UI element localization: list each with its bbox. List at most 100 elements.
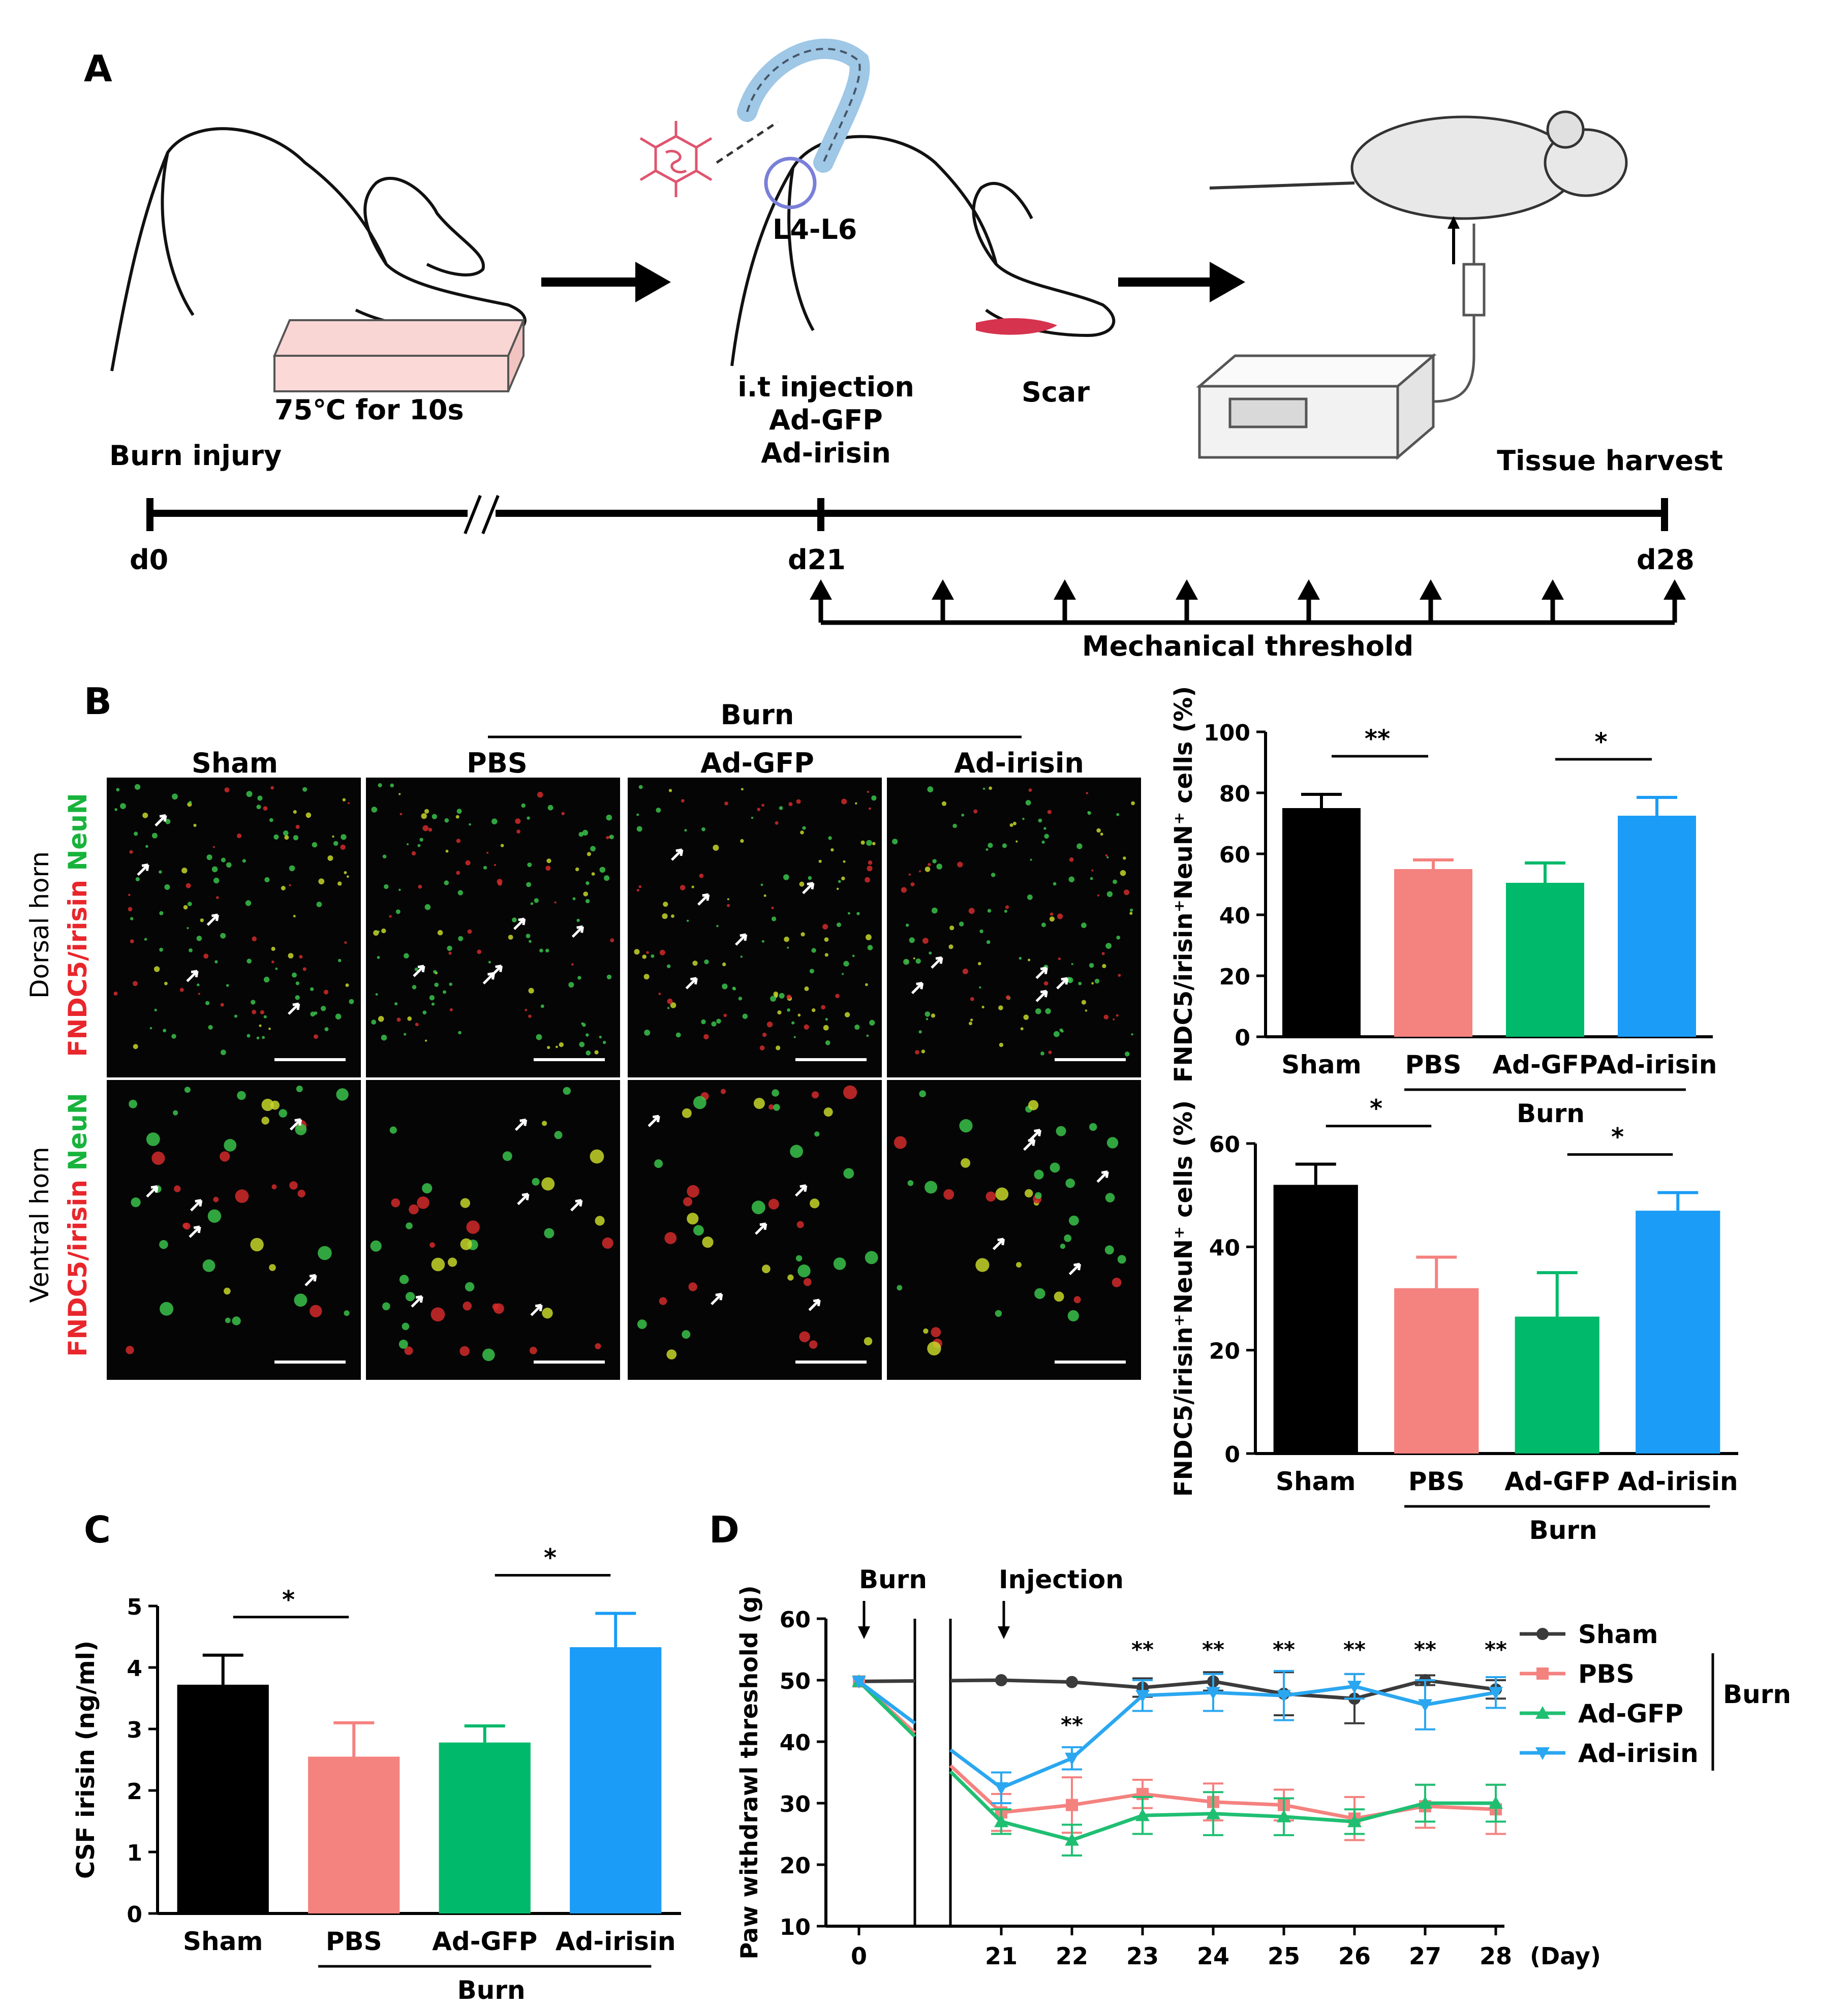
x-tick-label: 23 xyxy=(1126,1942,1159,1970)
micrograph-cell xyxy=(458,936,464,941)
micrograph-cell xyxy=(414,967,418,971)
micrograph-cell xyxy=(742,1013,748,1020)
micrograph-cell xyxy=(242,859,246,863)
micrograph-cell xyxy=(407,843,409,846)
micrograph-arrow xyxy=(1035,990,1048,1002)
micrograph-cell xyxy=(547,805,553,811)
micrograph-arrow xyxy=(189,1225,201,1238)
micrograph-cell xyxy=(131,1197,141,1208)
micrograph-cell xyxy=(344,1310,350,1316)
x-tick-label: Ad-GFP xyxy=(1504,1467,1610,1496)
micrograph-arrow xyxy=(911,981,924,995)
micrograph-cell xyxy=(542,1121,547,1126)
data-point-adgfp xyxy=(1206,1806,1220,1819)
micrograph-cell xyxy=(165,819,171,824)
row-label-dorsal: Dorsal horn xyxy=(25,851,54,999)
micrograph-cell xyxy=(957,861,963,868)
micrograph-cell xyxy=(382,854,387,859)
micrograph-cell xyxy=(398,793,401,795)
micrograph-cell xyxy=(554,901,557,904)
micrograph-cell xyxy=(809,969,814,974)
micrograph-cell xyxy=(800,932,805,937)
panel-letter-a: A xyxy=(84,47,112,90)
micrograph-cell xyxy=(391,1198,401,1208)
micrograph-cell xyxy=(732,986,736,990)
micrograph-cell xyxy=(961,813,965,817)
micrograph-cell xyxy=(727,898,729,901)
micrograph-cell xyxy=(337,959,342,963)
micrograph-cell xyxy=(528,987,534,994)
micrograph-cell xyxy=(216,896,219,899)
micrograph-cell xyxy=(172,793,178,800)
micrograph-cell xyxy=(477,949,482,954)
micrograph-cell xyxy=(1106,1137,1119,1149)
micrograph-cell xyxy=(582,829,589,836)
micrograph-cell xyxy=(1064,1234,1072,1242)
micrograph-cell xyxy=(818,859,822,863)
micrograph-cell xyxy=(585,899,590,904)
micrograph-cell xyxy=(610,938,614,942)
y-tick-label: 50 xyxy=(780,1669,811,1694)
micrograph-cell xyxy=(922,938,929,944)
micrograph-cell xyxy=(225,1317,231,1323)
micrograph-cell xyxy=(189,948,193,952)
y-tick-label: 40 xyxy=(1219,903,1250,929)
micrograph-cell xyxy=(1025,800,1031,806)
micrograph-cell xyxy=(252,1009,257,1014)
y-tick-label: 60 xyxy=(780,1607,811,1633)
y-tick-label: 4 xyxy=(127,1656,142,1682)
y-tick-label: 100 xyxy=(1204,720,1250,746)
micrograph-cell xyxy=(318,1246,332,1260)
micrograph-cell xyxy=(432,814,437,819)
micrograph-arrow xyxy=(289,1118,302,1131)
micrograph-cell xyxy=(699,873,704,878)
micrograph-cell xyxy=(422,1183,433,1194)
micrograph-cell xyxy=(1096,828,1101,833)
micrograph-cell xyxy=(302,967,306,971)
micrograph-cell xyxy=(856,912,860,915)
micrograph-cell xyxy=(646,951,649,954)
micrograph-cell xyxy=(296,1086,303,1092)
micrograph-cell xyxy=(1097,894,1099,897)
micrograph-cell xyxy=(784,936,789,942)
micrograph-cell xyxy=(638,785,643,789)
micrograph-cell xyxy=(667,1007,670,1009)
y-tick-label: 20 xyxy=(780,1853,811,1879)
micrograph-cell xyxy=(927,1341,941,1355)
micrograph-cell xyxy=(1076,843,1083,849)
micrograph-arrow xyxy=(186,970,199,982)
micrograph-cell xyxy=(1041,840,1045,844)
micrograph-cell xyxy=(449,1008,453,1011)
micrograph-cell xyxy=(741,788,744,791)
micrograph-cell xyxy=(1053,882,1057,886)
micrograph-cell xyxy=(114,808,117,811)
micrograph-cell xyxy=(444,880,449,885)
micrograph-cell xyxy=(537,791,543,798)
micrograph-cell xyxy=(683,1197,693,1207)
micrograph-cell xyxy=(811,948,816,953)
micrograph-cell xyxy=(751,817,754,819)
micrograph-cell xyxy=(1105,854,1108,857)
micrograph-cell xyxy=(682,1108,692,1118)
micrograph-cell xyxy=(1101,952,1105,955)
micrograph-cell xyxy=(378,1016,384,1022)
micrograph-cell xyxy=(768,1198,779,1210)
micrograph-cell xyxy=(424,809,429,814)
y-tick-label: 5 xyxy=(127,1594,142,1620)
micrograph-cell xyxy=(775,821,779,825)
micrograph-cell xyxy=(753,1098,765,1109)
micrograph-arrow xyxy=(755,1222,767,1235)
micrograph-arrow xyxy=(711,1292,723,1306)
micrograph-image xyxy=(887,1080,1141,1380)
micrograph-cell xyxy=(865,1251,878,1264)
micrograph-cell xyxy=(182,1223,189,1229)
timeline xyxy=(146,495,1668,535)
micrograph-cell xyxy=(220,933,226,939)
micrograph-cell xyxy=(1034,1169,1044,1180)
micrograph-cell xyxy=(563,1087,571,1095)
micrograph-cell xyxy=(1040,1052,1044,1056)
micrograph-cell xyxy=(929,951,932,955)
micrograph-cell xyxy=(668,789,672,792)
micrograph-cell xyxy=(332,835,334,838)
